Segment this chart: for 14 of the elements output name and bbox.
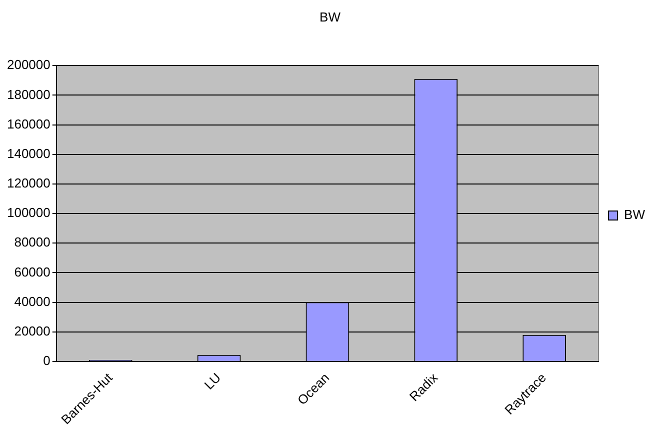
chart-title: BW — [320, 9, 342, 24]
legend-label: BW — [624, 207, 646, 222]
y-tick-label: 80000 — [14, 234, 50, 250]
y-tick-label: 60000 — [14, 264, 50, 280]
y-tick-label: 120000 — [6, 176, 50, 191]
y-tick-label: 180000 — [6, 86, 50, 102]
x-tick-label: LU — [201, 370, 224, 392]
y-tick-label: 40000 — [14, 294, 50, 309]
y-tick-label: 100000 — [6, 205, 50, 220]
y-tick-label: 20000 — [14, 323, 50, 338]
y-tick-label: 160000 — [6, 116, 50, 132]
y-tick-label: 0 — [43, 353, 50, 368]
y-tick-label: 200000 — [6, 57, 50, 72]
y-tick-label: 140000 — [6, 146, 50, 161]
